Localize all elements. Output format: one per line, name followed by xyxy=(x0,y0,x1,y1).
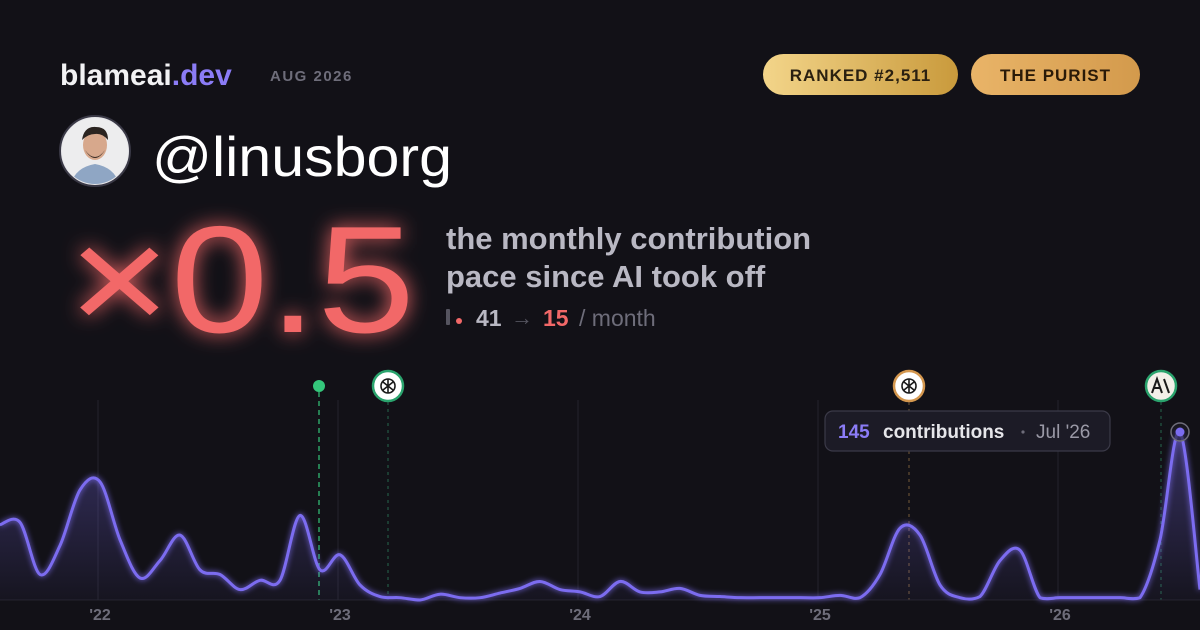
tooltip-label: contributions xyxy=(883,422,1004,443)
event-markers xyxy=(313,369,1178,600)
tooltip-value: 145 xyxy=(838,422,870,443)
description: pace since AI took off xyxy=(446,259,766,294)
area xyxy=(0,431,1200,600)
brand-name: blameai xyxy=(60,59,172,92)
dot-icon xyxy=(456,318,462,324)
highlight-point xyxy=(1175,427,1185,437)
badge-text: THE PURIST xyxy=(1000,66,1111,85)
arrow: → xyxy=(511,305,533,330)
avatar xyxy=(59,115,131,187)
brand: blameai.dev xyxy=(60,59,232,92)
x-tick-label: '25 xyxy=(809,607,831,624)
tooltip-date: Jul '26 xyxy=(1036,422,1090,443)
date: AUG 2026 xyxy=(270,68,353,85)
badge xyxy=(763,54,958,95)
x-tick-label: '23 xyxy=(329,607,351,624)
x-tick-label: '22 xyxy=(89,607,111,624)
after: 15 xyxy=(543,305,569,331)
line xyxy=(0,430,1200,602)
multiplier: ×0.5 xyxy=(68,195,415,365)
badge-text: RANKED #2,511 xyxy=(790,66,932,85)
chart: '22 '23 '24 '25 '26 xyxy=(0,400,1200,624)
description: the monthly contribution xyxy=(446,221,811,256)
unit: / month xyxy=(579,305,656,331)
bar-icon xyxy=(446,309,450,325)
before: 41 xyxy=(476,305,502,331)
badge xyxy=(971,54,1140,95)
brand-tld: .dev xyxy=(172,59,232,92)
tooltip: 145 contributions Jul '26 xyxy=(824,410,1111,452)
x-tick-label: '24 xyxy=(569,607,591,624)
x-tick-label: '26 xyxy=(1049,607,1071,624)
handle: @linusborg xyxy=(152,125,452,188)
